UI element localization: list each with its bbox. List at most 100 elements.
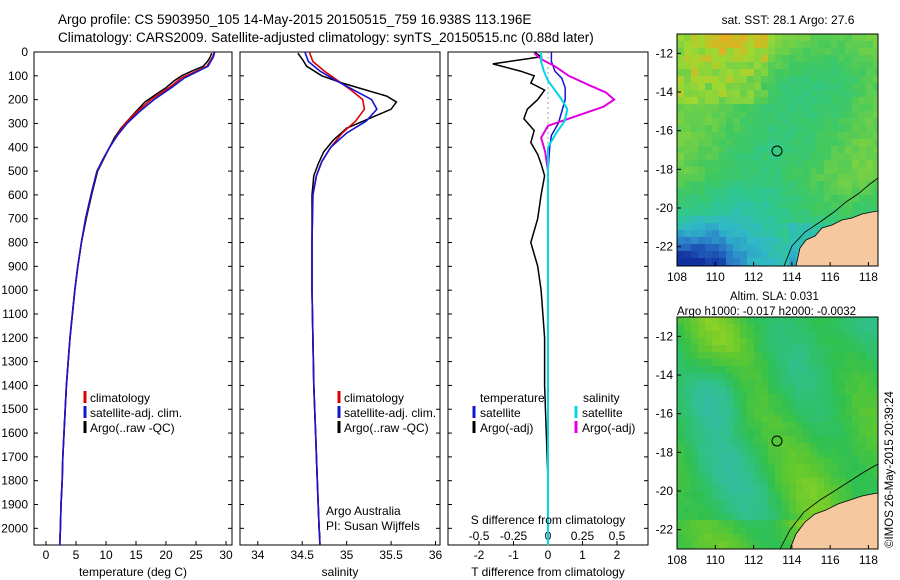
sla-cell	[677, 513, 684, 520]
sst-cell	[803, 188, 810, 195]
sst-cell	[796, 83, 803, 90]
s-tick-label: 0.5	[609, 529, 626, 543]
sst-cell	[768, 83, 775, 90]
sla-cell	[719, 471, 726, 478]
sst-cell	[712, 125, 719, 132]
sla-cell	[747, 359, 754, 366]
sla-cell	[684, 422, 691, 429]
sla-cell	[691, 380, 698, 387]
sla-cell	[691, 387, 698, 394]
sla-cell	[852, 450, 859, 457]
sst-cell	[831, 153, 838, 160]
sst-cell	[684, 195, 691, 202]
legend-climatology: climatology	[90, 391, 150, 405]
sst-cell	[803, 174, 810, 181]
sla-cell	[719, 345, 726, 352]
sst-cell	[747, 62, 754, 69]
sla-cell	[698, 520, 705, 527]
sst-cell	[691, 111, 698, 118]
sla-cell	[845, 352, 852, 359]
sst-cell	[754, 174, 761, 181]
sst-cell	[754, 125, 761, 132]
sst-cell	[824, 195, 831, 202]
series-satellite-adj-clim-	[59, 52, 216, 545]
sla-cell	[803, 373, 810, 380]
sst-cell	[824, 160, 831, 167]
sla-cell	[726, 443, 733, 450]
sla-cell	[733, 345, 740, 352]
sst-cell	[705, 139, 712, 146]
sla-cell	[719, 513, 726, 520]
sst-cell	[873, 188, 878, 195]
sla-cell	[754, 345, 761, 352]
sst-cell	[677, 237, 684, 244]
sst-cell	[705, 167, 712, 174]
sla-cell	[810, 338, 817, 345]
sla-cell	[705, 331, 712, 338]
lat-tick-label: -12	[656, 46, 674, 60]
sst-cell	[845, 188, 852, 195]
sla-cell	[768, 373, 775, 380]
sla-cell	[747, 478, 754, 485]
sla-cell	[684, 394, 691, 401]
sla-cell	[754, 534, 761, 541]
sla-cell	[838, 422, 845, 429]
sla-map-frame	[676, 316, 879, 550]
sst-cell	[677, 118, 684, 125]
sla-cell	[838, 464, 845, 471]
depth-tick-label: 1900	[1, 498, 28, 512]
sla-cell	[810, 317, 817, 324]
sla-cell	[712, 485, 719, 492]
sla-cell	[691, 429, 698, 436]
sla-cell	[775, 520, 782, 527]
sla-cell	[719, 457, 726, 464]
sst-cell	[768, 118, 775, 125]
sst-cell	[789, 139, 796, 146]
sst-cell	[796, 118, 803, 125]
sst-cell	[754, 195, 761, 202]
sst-cell	[761, 251, 768, 258]
sst-cell	[684, 97, 691, 104]
sst-cell	[761, 230, 768, 237]
sst-cell	[705, 41, 712, 48]
sst-cell	[810, 195, 817, 202]
sst-cell	[803, 111, 810, 118]
sst-cell	[747, 55, 754, 62]
sla-cell	[838, 408, 845, 415]
sla-cell	[712, 422, 719, 429]
sst-cell	[873, 97, 878, 104]
sla-cell	[705, 464, 712, 471]
sst-cell	[733, 41, 740, 48]
sla-cell	[719, 492, 726, 499]
sla-cell	[677, 520, 684, 527]
sla-cell	[789, 527, 796, 534]
sst-cell	[824, 34, 831, 41]
sla-cell	[733, 450, 740, 457]
sst-cell	[789, 146, 796, 153]
sla-cell	[726, 436, 733, 443]
sst-cell	[810, 125, 817, 132]
sst-cell	[782, 202, 789, 209]
sst-cell	[824, 69, 831, 76]
sla-cell	[698, 380, 705, 387]
sla-cell	[684, 429, 691, 436]
sla-cell	[705, 345, 712, 352]
sla-cell	[712, 380, 719, 387]
sla-cell	[859, 359, 866, 366]
sla-cell	[754, 387, 761, 394]
sla-cell	[712, 478, 719, 485]
sst-cell	[810, 104, 817, 111]
lat-tick-label: -18	[656, 162, 674, 176]
sst-cell	[789, 258, 796, 265]
sst-cell	[803, 83, 810, 90]
sla-cell	[873, 317, 878, 324]
sst-cell	[712, 55, 719, 62]
sst-cell	[698, 230, 705, 237]
sla-cell	[691, 506, 698, 513]
sla-cell	[677, 492, 684, 499]
sla-cell	[810, 422, 817, 429]
sla-cell	[789, 513, 796, 520]
sla-cell	[719, 499, 726, 506]
sla-cell	[705, 387, 712, 394]
sla-cell	[768, 415, 775, 422]
